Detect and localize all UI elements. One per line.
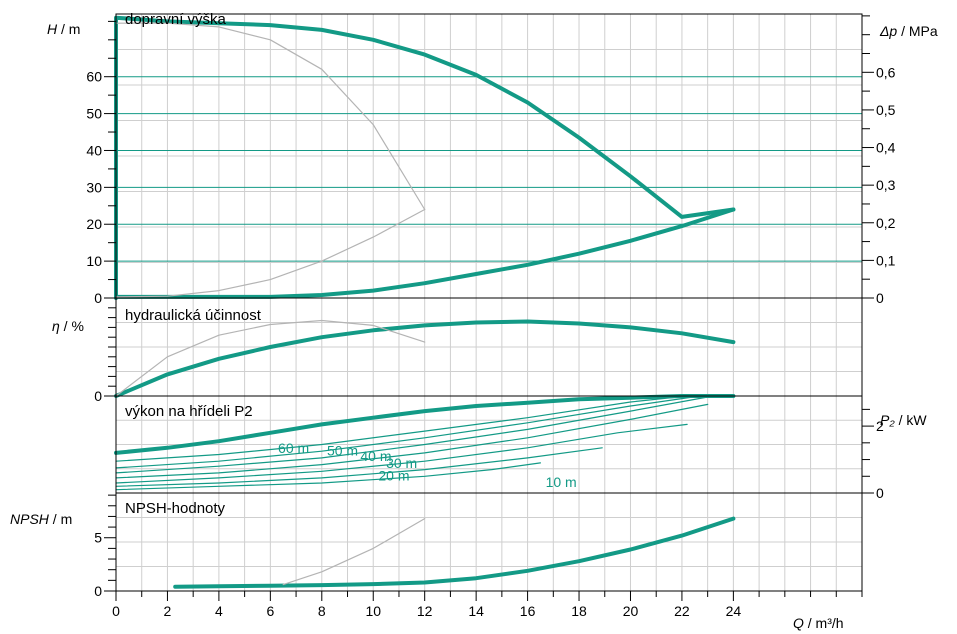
npsh-axis-title: NPSH / m	[10, 511, 72, 527]
power-panel-title: výkon na hřídeli P2	[125, 403, 253, 420]
head-y-tick-label: 60	[86, 69, 102, 85]
x-tick-label: 4	[215, 603, 223, 619]
x-tick-label: 8	[318, 603, 326, 619]
efficiency-axis-symbol: η	[52, 318, 60, 334]
power-curve-label: 60 m	[278, 440, 309, 456]
x-tick-label: 16	[520, 603, 536, 619]
efficiency-axis-unit: / %	[60, 318, 84, 334]
power-curve	[115, 395, 688, 462]
power-axis-unit: / kW	[895, 412, 928, 428]
x-tick-label: 10	[365, 603, 381, 619]
head-curve	[115, 22, 426, 211]
head-curve	[114, 207, 736, 299]
pressure-axis-symbol: Δp	[879, 23, 897, 39]
efficiency-axis-title: η / %	[52, 318, 84, 334]
power-curve	[115, 423, 688, 484]
power-curve	[115, 462, 542, 491]
grid	[116, 14, 862, 591]
power-curve	[114, 394, 736, 455]
pressure-axis-unit: / MPa	[897, 23, 938, 39]
power-curve	[115, 447, 603, 487]
x-axis-title: Q / m³/h	[793, 615, 844, 631]
npsh-curve	[173, 516, 736, 589]
head-axis-unit: / m	[57, 21, 80, 37]
x-tick-label: 14	[468, 603, 484, 619]
head-curve	[114, 15, 736, 300]
npsh-curve	[282, 517, 426, 586]
efficiency-y-tick-label: 0	[94, 388, 102, 404]
power-right-tick-label: 2	[876, 418, 884, 434]
npsh-axis-unit: / m	[49, 511, 72, 527]
power-curve	[115, 403, 709, 479]
labels: dopravní výška hydraulická účinnost výko…	[10, 11, 938, 631]
power-axis-symbol: P₂	[880, 412, 895, 428]
power-curve-label: 30 m	[386, 455, 417, 471]
pressure-axis-title: Δp / MPa	[879, 23, 938, 39]
x-tick-label: 20	[623, 603, 639, 619]
head-right-tick-label: 0,6	[876, 64, 896, 80]
x-tick-label: 22	[674, 603, 690, 619]
axes	[104, 13, 874, 601]
head-right-tick-label: 0,5	[876, 102, 896, 118]
efficiency-curve	[115, 319, 426, 397]
head-panel-title: dopravní výška	[125, 11, 227, 28]
power-curve-label: 10 m	[546, 474, 577, 490]
head-right-tick-label: 0,3	[876, 177, 896, 193]
x-tick-label: 2	[164, 603, 172, 619]
head-axis-symbol: H	[47, 21, 58, 37]
x-tick-label: 0	[112, 603, 120, 619]
npsh-panel-title: NPSH-hodnoty	[125, 500, 226, 517]
x-tick-label: 18	[571, 603, 587, 619]
head-y-tick-label: 0	[94, 290, 102, 306]
x-tick-label: 24	[726, 603, 742, 619]
power-axis-title: P₂ / kW	[880, 412, 927, 428]
power-curve	[115, 395, 701, 469]
x-tick-label: 12	[417, 603, 433, 619]
power-right-tick-label: 0	[876, 485, 884, 501]
curves	[114, 15, 736, 589]
npsh-y-tick-label: 5	[94, 530, 102, 546]
power-curve-label: 20 m	[378, 467, 409, 483]
head-right-tick-label: 0,4	[876, 140, 896, 156]
head-y-tick-label: 20	[86, 216, 102, 232]
power-curve-label: 40 m	[360, 448, 391, 464]
efficiency-curve	[114, 319, 736, 398]
power-curve-label: 50 m	[327, 443, 358, 459]
npsh-axis-symbol: NPSH	[10, 511, 50, 527]
head-y-tick-label: 10	[86, 253, 102, 269]
head-right-tick-label: 0	[876, 290, 884, 306]
npsh-y-tick-label: 0	[94, 583, 102, 599]
x-tick-label: 6	[266, 603, 274, 619]
head-right-tick-label: 0,2	[876, 215, 896, 231]
x-axis-unit: / m³/h	[804, 615, 844, 631]
x-axis-symbol: Q	[793, 615, 804, 631]
head-axis-title: H / m	[47, 21, 80, 37]
efficiency-panel-title: hydraulická účinnost	[125, 307, 262, 324]
head-y-tick-label: 30	[86, 179, 102, 195]
head-y-tick-label: 50	[86, 106, 102, 122]
head-y-tick-label: 40	[86, 142, 102, 158]
panel-frame	[115, 492, 863, 592]
head-right-tick-label: 0,1	[876, 252, 896, 268]
power-curve	[115, 396, 709, 474]
head-curve	[115, 208, 426, 298]
